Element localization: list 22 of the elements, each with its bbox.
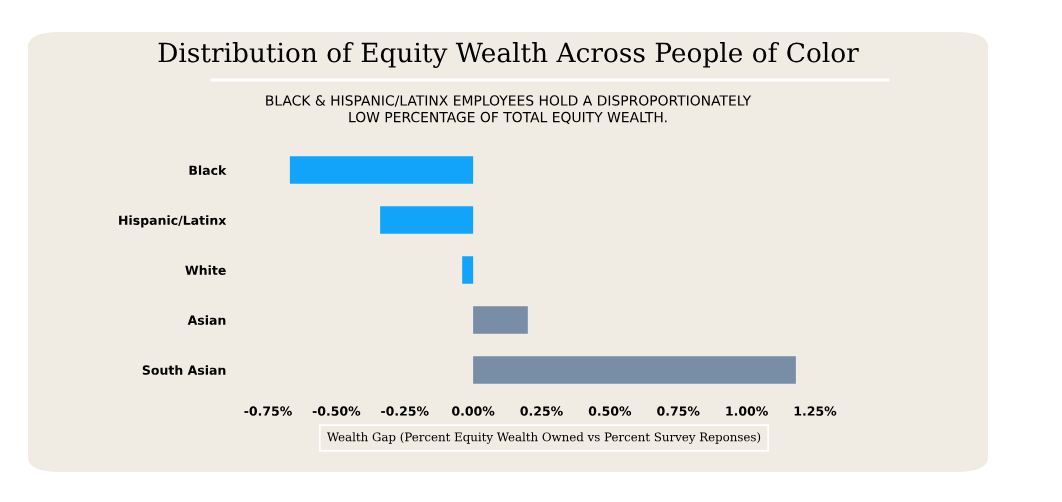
bar — [380, 206, 474, 234]
x-tick-label: -0.75% — [244, 406, 292, 416]
x-axis-title: Wealth Gap (Percent Equity Wealth Owned vs Percent Survey Reponses) — [326, 432, 761, 444]
x-tick-label: 0.75% — [657, 406, 700, 416]
y-tick-label: Black — [189, 165, 227, 176]
bar — [473, 356, 796, 384]
x-tick-label: 0.50% — [588, 406, 632, 416]
bar — [289, 156, 474, 184]
bar — [473, 306, 528, 334]
x-tick-label: -0.25% — [381, 406, 429, 416]
chart-title: Distribution of Equity Wealth Across People of Color — [158, 42, 859, 68]
x-tick-label: 1.25% — [794, 406, 837, 416]
x-tick-label: 1.00% — [726, 406, 768, 416]
chart-subtitle: BLACK & HISPANIC/LATINX EMPLOYEES HOLD A DISPROPORTIONATELY LOW PERCENTAGE OF TOTAL EQUITY WEALTH. — [266, 95, 752, 124]
x-tick-label: 0.00% — [452, 406, 495, 416]
y-tick-label: South Asian — [142, 365, 226, 375]
y-tick-label: White — [185, 265, 226, 275]
x-tick-label: 0.25% — [520, 406, 563, 416]
bar — [462, 256, 474, 284]
x-tick-label: -0.50% — [312, 406, 361, 416]
y-tick-label: Asian — [187, 315, 226, 325]
y-tick-label: Hispanic/Latinx — [119, 215, 227, 228]
